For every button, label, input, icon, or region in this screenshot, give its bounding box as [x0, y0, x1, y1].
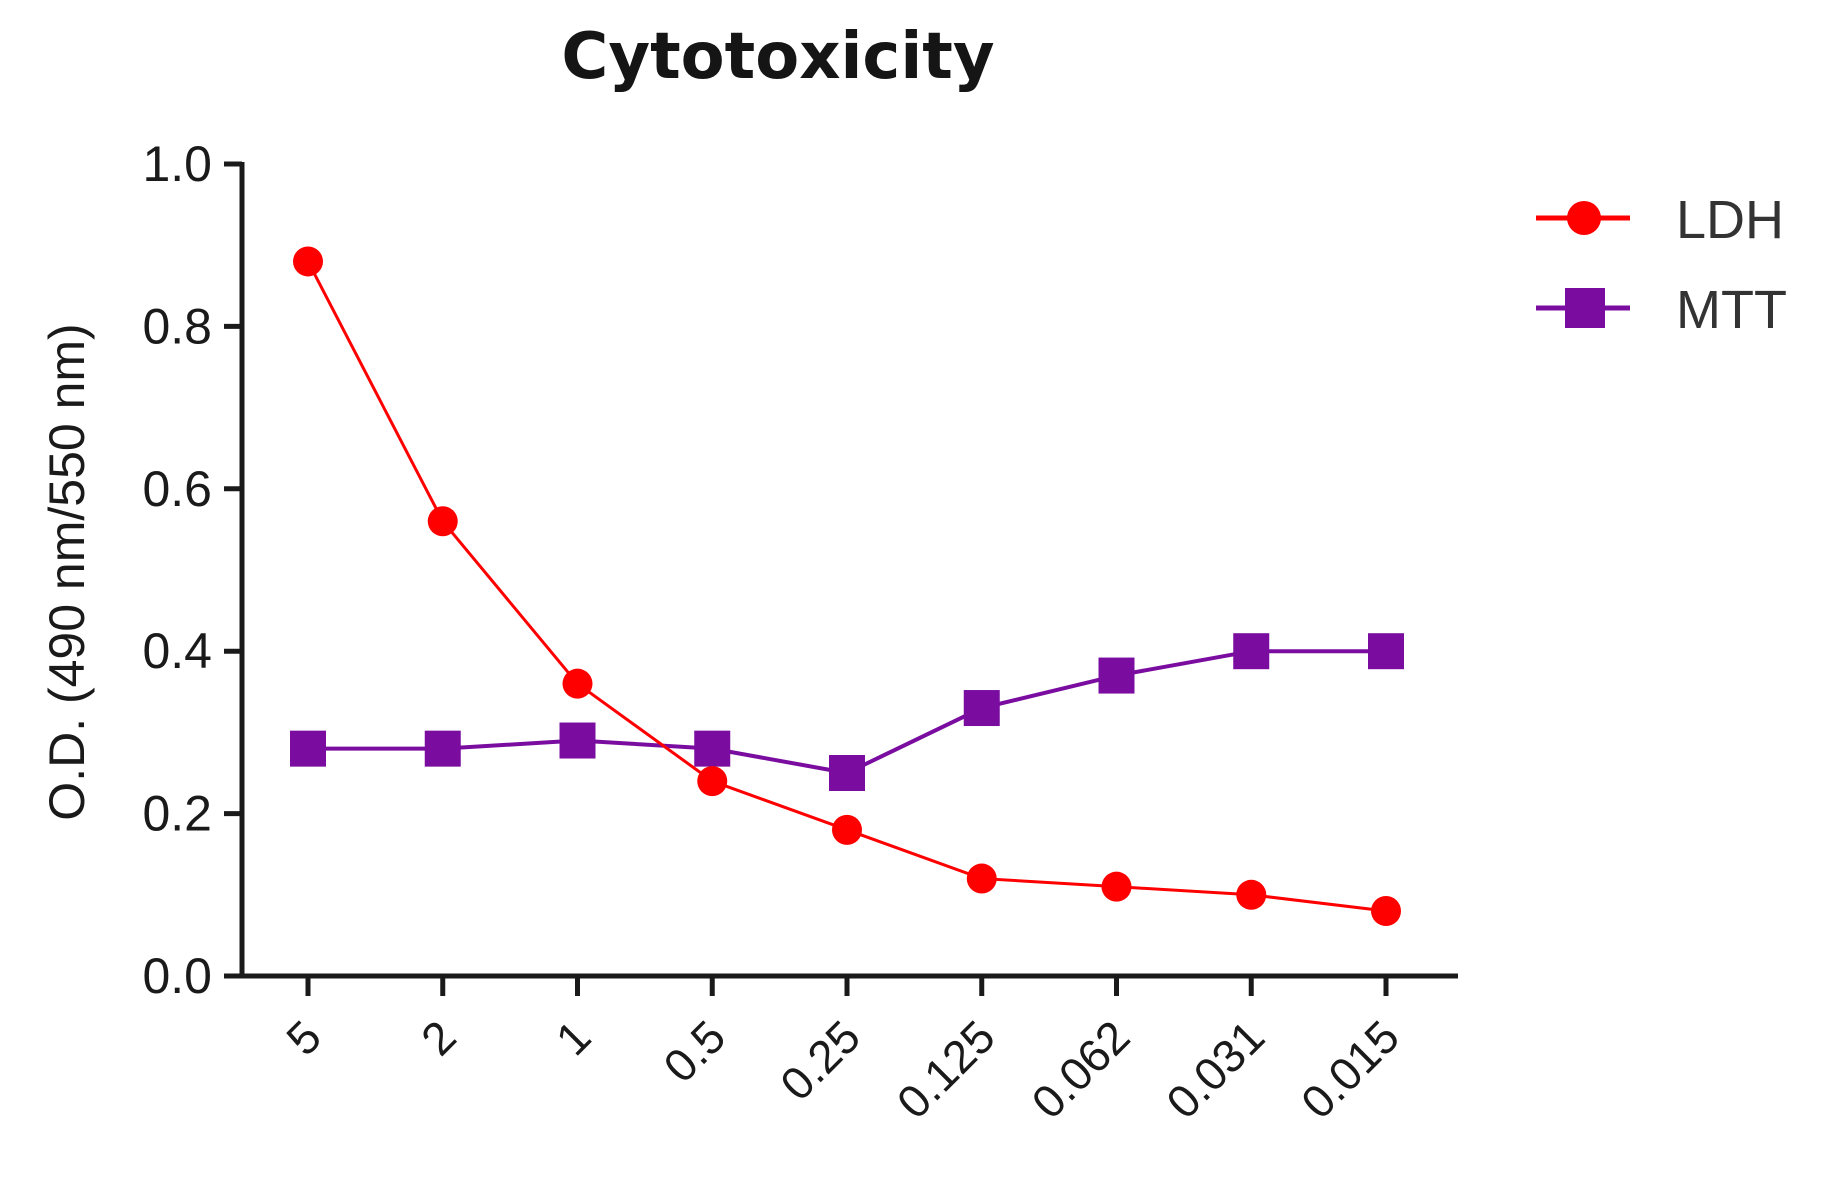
data-point-mtt: [559, 722, 596, 759]
series-line-mtt: [308, 649, 1386, 776]
data-point-ldh: [966, 863, 997, 894]
y-tick-label: 0.8: [142, 298, 212, 354]
data-point-mtt: [694, 730, 731, 767]
data-point-ldh: [1101, 871, 1132, 902]
legend-marker: [1567, 201, 1601, 235]
data-point-mtt: [1098, 657, 1135, 694]
y-tick-label: 0.2: [142, 786, 212, 842]
data-point-ldh: [697, 766, 728, 797]
data-point-mtt: [424, 730, 461, 767]
x-tick-label: 0.125: [887, 1010, 1005, 1128]
data-point-ldh: [427, 506, 458, 537]
series-layer: [290, 246, 1404, 927]
legend-label: MTT: [1676, 280, 1787, 340]
data-point-ldh: [1236, 879, 1267, 910]
series-ldh: [293, 246, 1401, 927]
data-point-ldh: [293, 246, 323, 277]
data-point-ldh: [832, 814, 862, 845]
legend-marker: [1565, 288, 1605, 328]
series-mtt: [290, 633, 1404, 791]
data-point-mtt: [963, 690, 1000, 727]
data-point-ldh: [1371, 896, 1401, 927]
y-tick-label: 1.0: [142, 136, 212, 192]
x-tick-label: 0.25: [770, 1010, 870, 1110]
data-point-mtt: [1233, 633, 1270, 670]
series-line-ldh: [306, 260, 1387, 913]
x-axis-ticks: 5 2 1 0.5 0.25 0.125 0.062 0.031 0.015: [276, 976, 1409, 1128]
x-tick-label: 2: [411, 1010, 466, 1065]
x-tick-label: 0.015: [1291, 1010, 1409, 1128]
x-tick-label: 0.062: [1021, 1010, 1139, 1128]
data-point-mtt: [1368, 633, 1404, 670]
x-tick-label: 0.5: [653, 1010, 735, 1092]
y-axis-ticks: 0.0 0.2 0.4 0.6 0.8 1.0: [142, 136, 242, 1004]
legend: LDH MTT: [1536, 190, 1787, 340]
y-tick-label: 0.6: [142, 461, 212, 517]
legend-item-ldh: LDH: [1536, 190, 1784, 250]
legend-label: LDH: [1676, 190, 1784, 250]
chart-title: Cytotoxicity: [561, 20, 994, 94]
data-point-mtt: [290, 730, 326, 767]
y-tick-label: 0.4: [142, 623, 212, 679]
y-tick-label: 0.0: [142, 948, 212, 1004]
x-tick-label: 5: [276, 1010, 331, 1065]
x-tick-label: 0.031: [1156, 1010, 1274, 1128]
data-point-ldh: [562, 668, 593, 699]
y-axis-label: O.D. (490 nm/550 nm): [39, 323, 95, 820]
data-point-mtt: [829, 755, 865, 791]
legend-item-mtt: MTT: [1536, 280, 1787, 340]
x-tick-label: 1: [546, 1010, 601, 1065]
